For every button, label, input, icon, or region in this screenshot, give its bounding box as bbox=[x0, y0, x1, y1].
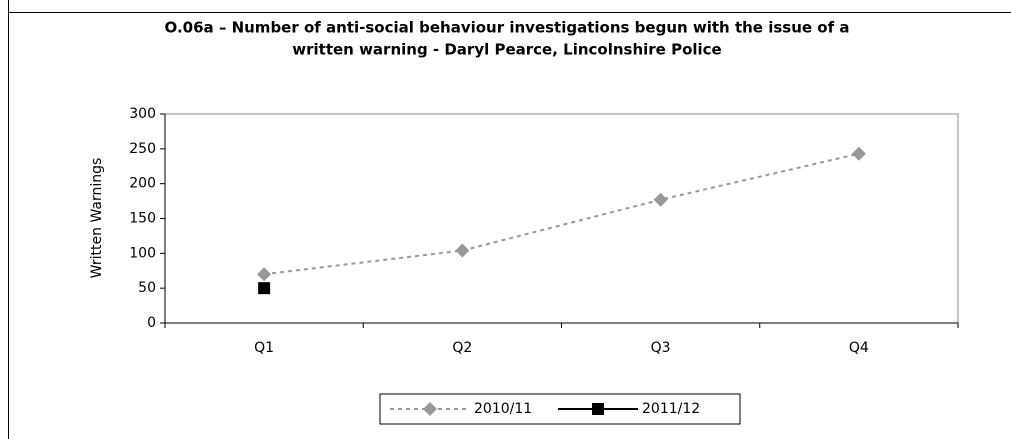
y-tick-label: 50 bbox=[138, 280, 156, 296]
chart-title: O.06a – Number of anti-social behaviour … bbox=[165, 19, 850, 37]
legend-marker bbox=[423, 402, 437, 416]
y-axis-label: Written Warnings bbox=[89, 158, 105, 279]
series-line bbox=[264, 152, 860, 276]
marker-diamond bbox=[257, 267, 272, 282]
legend-label: 2011/12 bbox=[642, 401, 700, 417]
marker-diamond bbox=[653, 192, 668, 207]
x-tick-label: Q4 bbox=[849, 340, 869, 356]
marker-square bbox=[258, 282, 271, 295]
y-tick-label: 150 bbox=[129, 211, 156, 227]
x-tick-label: Q2 bbox=[452, 340, 472, 356]
legend-label: 2010/11 bbox=[474, 401, 532, 417]
y-tick-label: 200 bbox=[129, 176, 156, 192]
marker-diamond bbox=[851, 146, 866, 161]
x-tick-label: Q1 bbox=[254, 340, 274, 356]
legend-marker bbox=[592, 403, 604, 415]
y-tick-label: 300 bbox=[129, 106, 156, 122]
x-tick-label: Q3 bbox=[651, 340, 671, 356]
y-tick-label: 250 bbox=[129, 141, 156, 157]
plot-area bbox=[164, 113, 959, 324]
y-tick-label: 100 bbox=[129, 245, 156, 261]
y-tick-label: 0 bbox=[147, 315, 156, 331]
marker-diamond bbox=[455, 243, 470, 258]
chart-subtitle: written warning - Daryl Pearce, Lincolns… bbox=[292, 41, 721, 59]
